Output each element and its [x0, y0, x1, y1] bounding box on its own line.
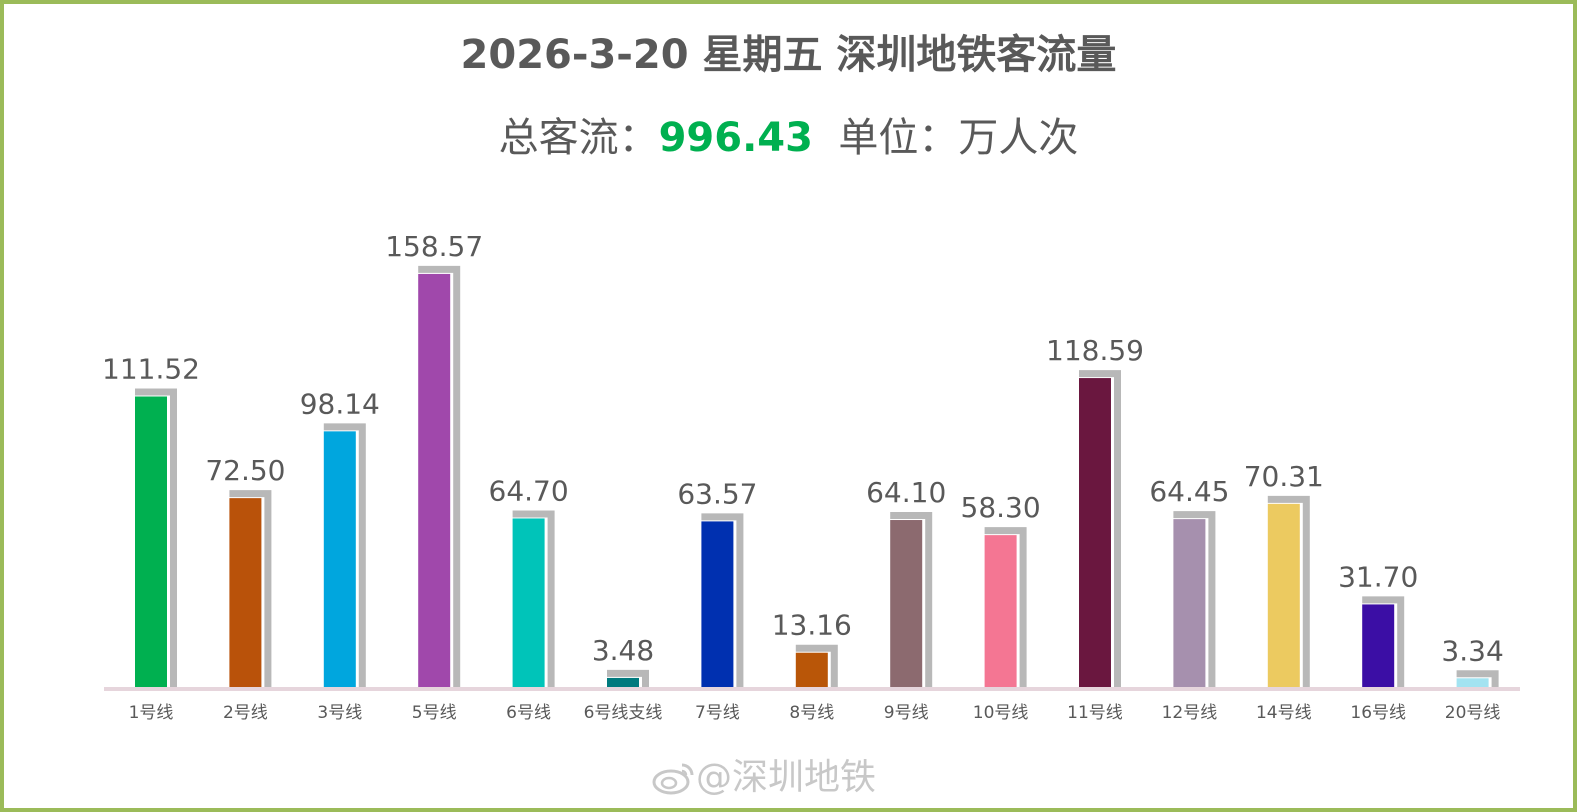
bar-shadow [607, 669, 649, 687]
bar-shadow [1079, 370, 1121, 687]
category-label: 2号线 [223, 703, 268, 723]
category-label: 11号线 [1067, 703, 1123, 723]
category-label: 6号线支线 [584, 703, 663, 723]
weibo-icon [652, 761, 696, 795]
data-label: 118.59 [1046, 334, 1144, 367]
bar-shadow [1173, 511, 1216, 687]
bar [229, 498, 262, 687]
data-label: 13.16 [772, 609, 852, 642]
category-label: 5号线 [412, 703, 457, 723]
total-label: 总客流： [498, 115, 659, 161]
bar [512, 518, 545, 687]
bar-shadow [701, 513, 744, 687]
bar-shadow [1267, 495, 1310, 687]
bar [323, 431, 356, 687]
data-label: 3.48 [592, 634, 654, 667]
data-label: 3.34 [1441, 634, 1503, 667]
category-label: 1号线 [129, 703, 174, 723]
category-label: 8号线 [789, 703, 834, 723]
bar [1173, 519, 1206, 687]
category-label: 10号线 [973, 703, 1029, 723]
category-label: 20号线 [1445, 703, 1501, 723]
bar-shadow [1362, 596, 1405, 687]
chart-title: 2026-3-20 星期五 深圳地铁客流量 [460, 32, 1117, 78]
bar-shadow [795, 644, 838, 687]
bar [795, 652, 828, 687]
data-label: 31.70 [1338, 560, 1418, 593]
bar-shadow [229, 490, 272, 687]
data-label: 70.31 [1244, 460, 1324, 493]
watermark-text: @深圳地铁 [696, 757, 877, 798]
bar-shadow [135, 388, 177, 687]
x-axis-line [104, 687, 1520, 691]
data-label: 64.10 [866, 476, 946, 509]
category-label: 12号线 [1162, 703, 1218, 723]
category-label: 9号线 [884, 703, 929, 723]
chart-subtitle: 总客流：996.43 单位：万人次 [0, 105, 1577, 163]
data-label: 72.50 [205, 454, 285, 487]
data-label: 158.57 [385, 230, 483, 263]
bar [1456, 678, 1489, 687]
category-label: 16号线 [1350, 703, 1406, 723]
bar [1079, 378, 1111, 687]
data-label: 64.70 [489, 474, 569, 507]
data-label: 111.52 [102, 352, 200, 385]
total-value: 996.43 [658, 115, 813, 161]
data-label: 63.57 [677, 477, 757, 510]
bar [1362, 604, 1395, 687]
bar [701, 521, 734, 687]
bar-shadow [1456, 670, 1499, 687]
bar [135, 396, 167, 687]
category-label: 6号线 [506, 703, 551, 723]
category-label: 3号线 [317, 703, 362, 723]
bar-shadow [512, 510, 555, 687]
watermark: @深圳地铁 [652, 748, 876, 800]
category-label: 7号线 [695, 703, 740, 723]
data-label: 64.45 [1149, 475, 1229, 508]
unit-label: 单位：万人次 [838, 115, 1079, 161]
bar-shadow [323, 423, 366, 687]
bar [890, 520, 923, 687]
bar [984, 535, 1017, 687]
bar [418, 273, 451, 687]
bar-shadow [890, 512, 933, 687]
bar [1267, 503, 1300, 687]
category-label: 14号线 [1256, 703, 1312, 723]
bar-shadow [984, 527, 1027, 687]
data-label: 58.30 [961, 491, 1041, 524]
bar [607, 677, 639, 687]
data-label: 98.14 [300, 387, 380, 420]
bar-shadow [418, 265, 461, 687]
